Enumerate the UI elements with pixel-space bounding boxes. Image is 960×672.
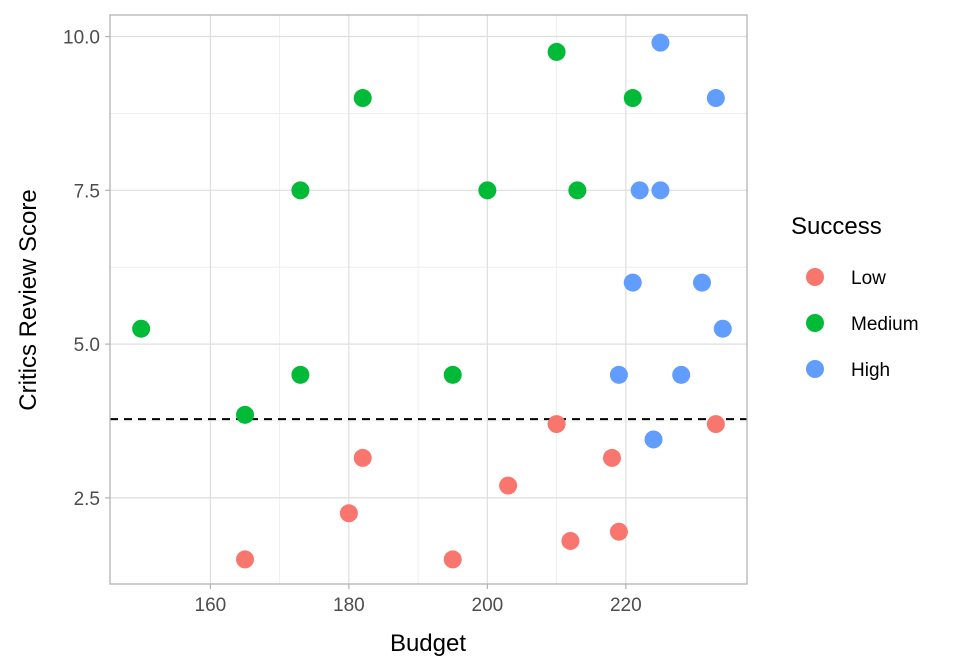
legend: Success Low Medium High — [791, 213, 919, 381]
data-points — [132, 33, 732, 569]
legend-key-high — [806, 360, 824, 378]
point-high — [692, 273, 711, 292]
point-high — [713, 319, 732, 338]
legend-label-low: Low — [851, 268, 886, 289]
legend-key-medium — [806, 314, 824, 332]
point-low — [706, 415, 725, 434]
point-high — [630, 181, 649, 200]
x-axis-title: Budget — [390, 630, 466, 657]
point-low — [353, 448, 372, 467]
point-medium — [353, 89, 372, 108]
y-tick-label: 2.5 — [74, 489, 100, 510]
point-low — [499, 476, 518, 495]
point-medium — [291, 181, 310, 200]
y-tick-label: 5.0 — [74, 335, 100, 356]
point-low — [443, 550, 462, 569]
point-low — [339, 504, 358, 523]
legend-label-high: High — [851, 360, 890, 381]
point-low — [609, 522, 628, 541]
axis-ticks: 160 180 200 220 2.5 5.0 7.5 10.0 — [63, 28, 642, 616]
plot-border — [109, 14, 748, 585]
point-high — [706, 89, 725, 108]
point-medium — [443, 365, 462, 384]
point-medium — [478, 181, 497, 200]
legend-key-low — [806, 268, 824, 286]
point-high — [672, 365, 691, 384]
plot-background — [110, 15, 747, 584]
point-medium — [132, 319, 151, 338]
legend-title: Success — [791, 213, 882, 240]
point-low — [602, 448, 621, 467]
legend-label-medium: Medium — [851, 314, 919, 335]
point-medium — [623, 89, 642, 108]
x-tick-label: 180 — [333, 595, 365, 616]
x-tick-label: 220 — [610, 595, 642, 616]
point-low — [547, 415, 566, 434]
x-tick-label: 160 — [195, 595, 227, 616]
point-high — [651, 181, 670, 200]
point-medium — [236, 405, 255, 424]
point-high — [609, 365, 628, 384]
point-high — [623, 273, 642, 292]
point-high — [644, 430, 663, 449]
legend-items: Low Medium High — [806, 268, 919, 381]
point-medium — [547, 42, 566, 61]
point-medium — [291, 365, 310, 384]
y-tick-label: 7.5 — [74, 181, 100, 202]
x-tick-label: 200 — [472, 595, 504, 616]
point-medium — [568, 181, 587, 200]
point-high — [651, 33, 670, 52]
y-tick-label: 10.0 — [63, 28, 100, 49]
point-low — [561, 531, 580, 550]
y-axis-title: Critics Review Score — [15, 189, 42, 410]
point-low — [236, 550, 255, 569]
